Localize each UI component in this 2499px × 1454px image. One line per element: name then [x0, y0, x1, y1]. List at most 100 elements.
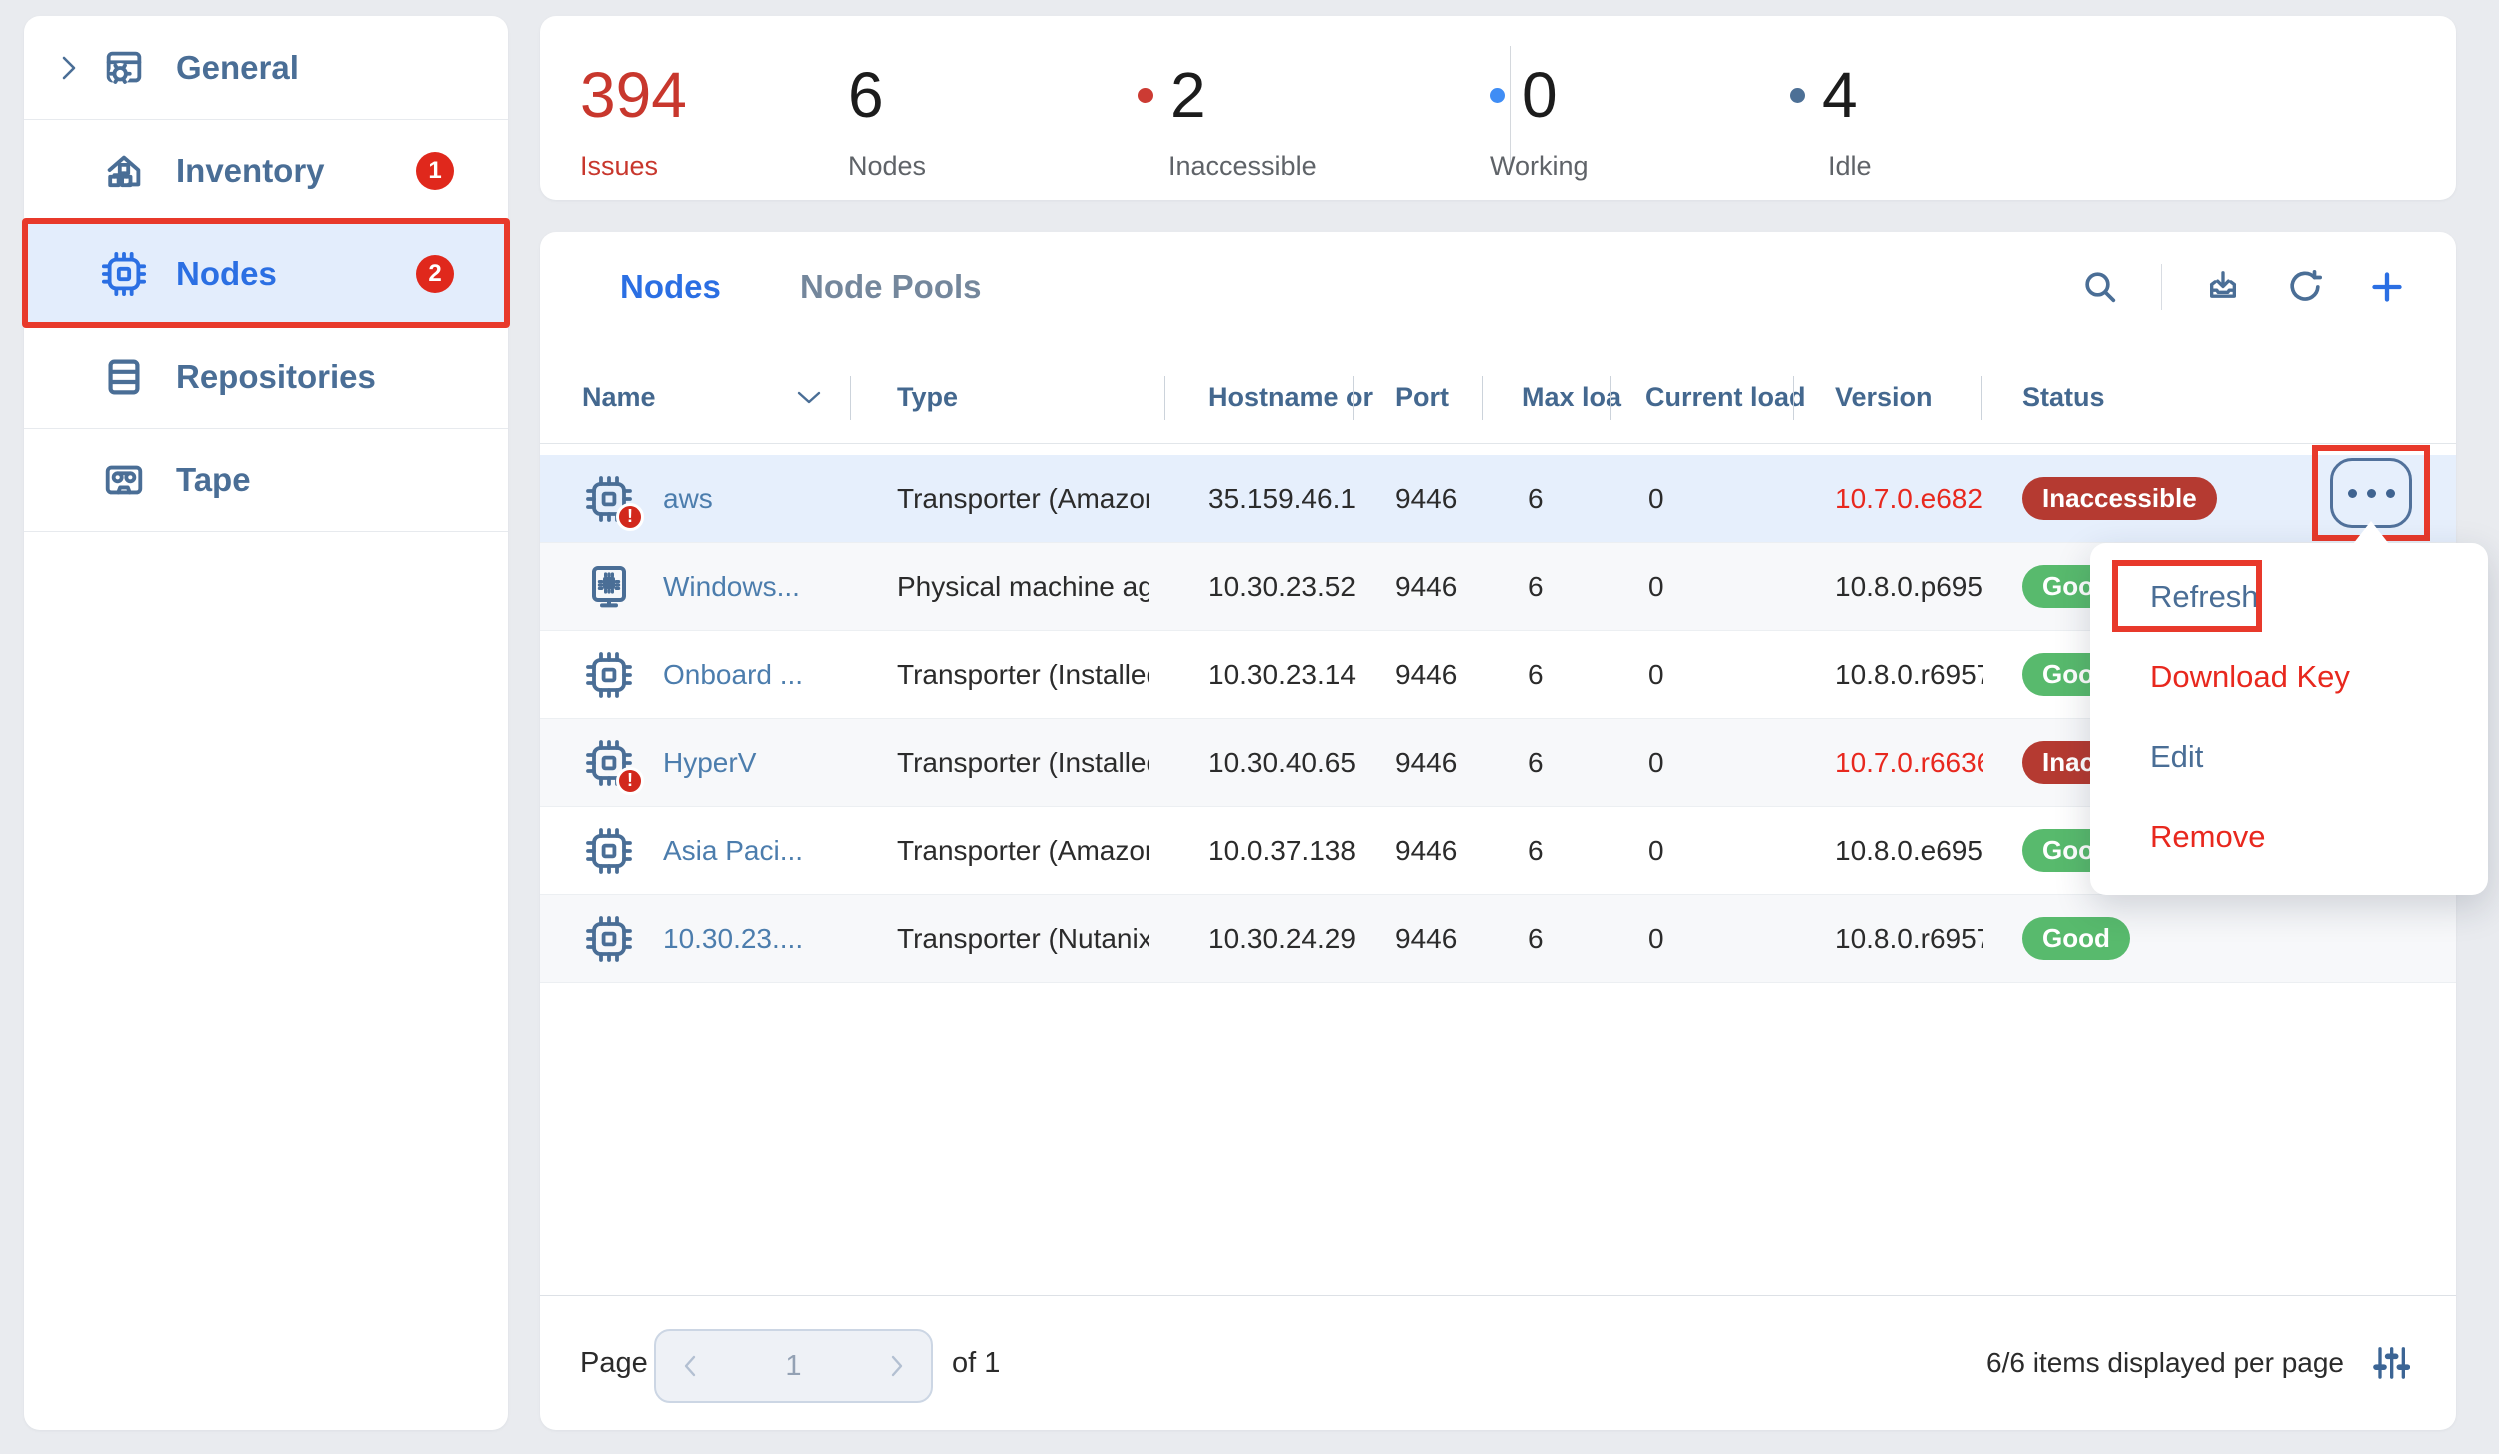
col-header-hostname[interactable]: Hostname or: [1208, 382, 1374, 412]
sidebar-item-label: Tape: [176, 460, 251, 498]
inaccessible-dot-icon: [1138, 88, 1153, 103]
table-body: ! aws Transporter (Amazon E 35.159.46.1 …: [540, 455, 2456, 983]
node-current-load: 0: [1648, 570, 1664, 602]
col-header-name[interactable]: Name: [582, 382, 656, 412]
node-version: 10.7.0.e682: [1835, 482, 1983, 514]
export-icon[interactable]: [2202, 266, 2244, 308]
node-hostname: 10.30.23.14: [1208, 658, 1356, 690]
col-header-version[interactable]: Version: [1835, 382, 1933, 412]
general-settings-icon: [101, 45, 147, 91]
sliders-icon[interactable]: [2370, 1343, 2410, 1383]
node-type: Transporter (Nutanix A: [897, 922, 1149, 954]
node-max-load: 6: [1528, 482, 1544, 514]
idle-label: Idle: [1828, 150, 1872, 181]
node-port: 9446: [1395, 746, 1458, 778]
node-name-link[interactable]: Onboard ...: [663, 658, 804, 690]
column-divider[interactable]: [1981, 376, 1982, 420]
working-dot-icon: [1490, 88, 1505, 103]
tab-node-pools[interactable]: Node Pools: [800, 268, 982, 305]
column-divider[interactable]: [1793, 376, 1794, 420]
col-header-current-load[interactable]: Current load: [1645, 382, 1806, 412]
node-type: Transporter (Amazon E: [897, 482, 1149, 514]
idle-count: 4: [1822, 59, 1858, 131]
nodes-panel: Nodes Node Pools: [540, 232, 2456, 1430]
column-divider[interactable]: [1482, 376, 1483, 420]
node-name-link[interactable]: 10.30.23....: [663, 922, 804, 954]
status-badge: Good: [2022, 829, 2130, 872]
node-max-load: 6: [1528, 746, 1544, 778]
sidebar-item-repositories[interactable]: Repositories: [24, 325, 508, 428]
node-current-load: 0: [1648, 834, 1664, 866]
col-header-max-load[interactable]: Max loa: [1522, 382, 1622, 412]
menu-item-refresh[interactable]: Refresh: [2150, 579, 2259, 614]
sidebar-item-general[interactable]: General: [24, 16, 508, 119]
transporter-chip-icon: [585, 651, 633, 699]
node-max-load: 6: [1528, 922, 1544, 954]
nodes-count-badge: 2: [416, 254, 454, 293]
node-name-link[interactable]: HyperV: [663, 746, 757, 778]
divider: [2161, 264, 2162, 310]
items-per-page: 6/6 items displayed per page: [1986, 1296, 2410, 1430]
page-label: Page: [580, 1346, 648, 1379]
tab-nodes[interactable]: Nodes: [620, 268, 721, 305]
next-page-chevron-icon[interactable]: [889, 1354, 905, 1378]
node-version: 10.8.0.r6957: [1835, 922, 1983, 954]
divider: [1510, 46, 1511, 170]
sidebar: General Inventory 1 Nodes 2: [24, 16, 508, 1430]
search-icon[interactable]: [2079, 266, 2121, 308]
error-alert-icon: !: [616, 502, 644, 531]
issues-label: Issues: [580, 150, 659, 181]
divider: [24, 119, 508, 120]
repositories-icon: [101, 354, 147, 400]
menu-item-remove[interactable]: Remove: [2150, 819, 2266, 854]
node-type: Transporter (Amazon E: [897, 834, 1149, 866]
chevron-right-icon[interactable]: [60, 55, 78, 81]
nodes-chip-icon: [101, 251, 147, 297]
node-version: 10.8.0.r6957: [1835, 658, 1983, 690]
col-header-type[interactable]: Type: [897, 382, 959, 412]
inaccessible-count: 2: [1170, 59, 1206, 131]
table-row[interactable]: ! aws Transporter (Amazon E 35.159.46.1 …: [540, 455, 2456, 543]
node-hostname: 10.30.23.52: [1208, 570, 1356, 602]
column-divider[interactable]: [1610, 376, 1611, 420]
node-name-link[interactable]: aws: [663, 482, 713, 514]
refresh-icon[interactable]: [2284, 266, 2326, 308]
col-header-port[interactable]: Port: [1395, 382, 1449, 412]
node-port: 9446: [1395, 834, 1458, 866]
working-label: Working: [1490, 150, 1589, 181]
dot: [2385, 488, 2395, 498]
row-actions-more-button[interactable]: [2330, 458, 2412, 528]
column-divider[interactable]: [1164, 376, 1165, 420]
menu-item-edit[interactable]: Edit: [2150, 739, 2204, 774]
sidebar-item-inventory[interactable]: Inventory 1: [24, 119, 508, 222]
transporter-chip-icon: !: [585, 739, 644, 795]
inventory-icon: [101, 148, 147, 194]
page-number-input[interactable]: 1: [785, 1349, 802, 1382]
toolbar: [2079, 232, 2408, 342]
sidebar-item-tape[interactable]: Tape: [24, 428, 508, 531]
transporter-chip-icon: [585, 915, 633, 963]
node-current-load: 0: [1648, 922, 1664, 954]
node-name-link[interactable]: Asia Paci...: [663, 834, 804, 866]
status-badge: Inaccessible: [2022, 477, 2217, 520]
add-icon[interactable]: [2366, 266, 2408, 308]
column-divider[interactable]: [1353, 376, 1354, 420]
status-badge: Good: [2022, 917, 2130, 960]
col-header-status[interactable]: Status: [2022, 382, 2105, 412]
node-max-load: 6: [1528, 570, 1544, 602]
table-row[interactable]: 10.30.23.... Transporter (Nutanix A 10.3…: [540, 895, 2456, 983]
menu-item-download-key[interactable]: Download Key: [2150, 659, 2350, 694]
table-header: Name Type Hostname or Port Max loa Curre…: [540, 352, 2456, 444]
sidebar-item-label: General: [176, 48, 299, 86]
node-hostname: 10.30.24.29: [1208, 922, 1356, 954]
prev-page-chevron-icon[interactable]: [682, 1354, 698, 1378]
node-name-link[interactable]: Windows...: [663, 570, 800, 602]
node-current-load: 0: [1648, 482, 1664, 514]
node-port: 9446: [1395, 658, 1458, 690]
items-info-label: 6/6 items displayed per page: [1986, 1347, 2344, 1378]
column-divider[interactable]: [850, 376, 851, 420]
sort-chevron-down-icon[interactable]: [796, 391, 822, 405]
node-port: 9446: [1395, 922, 1458, 954]
sidebar-item-nodes[interactable]: Nodes 2: [24, 222, 508, 325]
